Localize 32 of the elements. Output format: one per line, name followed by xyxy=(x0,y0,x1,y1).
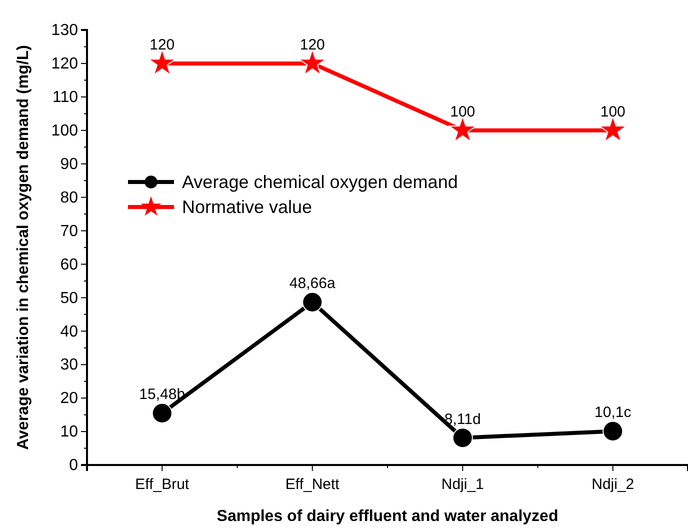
data-label: 48,66a xyxy=(289,275,336,292)
y-tick-label: 20 xyxy=(60,390,78,408)
x-tick-label: Ndji_1 xyxy=(441,476,484,493)
y-tick-label: 40 xyxy=(60,323,78,340)
y-tick-label: 10 xyxy=(60,424,78,441)
y-tick-label: 60 xyxy=(60,256,78,274)
data-label: 100 xyxy=(450,103,476,120)
y-tick-label: 70 xyxy=(60,222,78,240)
legend-label: Average chemical oxygen demand xyxy=(182,172,458,192)
y-tick-label: 120 xyxy=(51,56,78,73)
y-tick-label: 50 xyxy=(60,290,78,307)
y-tick-label: 110 xyxy=(52,89,78,106)
point xyxy=(452,428,473,448)
x-axis-title: Samples of dairy effluent and water analyzed xyxy=(216,508,558,525)
y-tick-label: 30 xyxy=(60,356,78,374)
data-label: 100 xyxy=(600,103,626,120)
y-tick-label: 80 xyxy=(60,189,78,206)
y-tick-label: 90 xyxy=(60,156,78,173)
legend-label: Normative value xyxy=(182,197,312,217)
y-axis-title: Average variation in chemical oxygen demand (mg/L) xyxy=(15,45,32,450)
x-tick-label: Ndji_2 xyxy=(592,476,634,493)
y-tick-label: 100 xyxy=(51,122,78,140)
data-label: 120 xyxy=(300,36,325,54)
y-tick-label: 130 xyxy=(51,22,78,40)
data-label: 10,1c xyxy=(594,404,632,422)
data-label: 120 xyxy=(150,36,175,54)
point xyxy=(302,292,323,312)
y-tick-label: 0 xyxy=(69,457,78,474)
point xyxy=(602,420,624,442)
point xyxy=(152,402,172,424)
x-tick-label: Eff_Brut xyxy=(135,476,190,493)
x-tick-label: Eff_Nett xyxy=(285,476,340,493)
